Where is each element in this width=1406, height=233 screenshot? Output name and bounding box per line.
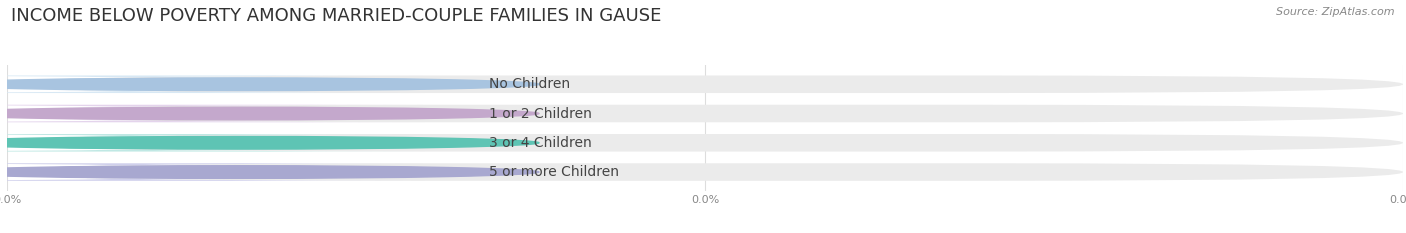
FancyBboxPatch shape bbox=[0, 163, 426, 181]
Text: Source: ZipAtlas.com: Source: ZipAtlas.com bbox=[1277, 7, 1395, 17]
Text: 3 or 4 Children: 3 or 4 Children bbox=[489, 136, 592, 150]
Circle shape bbox=[0, 78, 538, 91]
FancyBboxPatch shape bbox=[7, 163, 1403, 181]
Text: 0.0%: 0.0% bbox=[205, 107, 238, 120]
Circle shape bbox=[0, 166, 538, 178]
FancyBboxPatch shape bbox=[0, 75, 426, 93]
Circle shape bbox=[0, 137, 538, 149]
FancyBboxPatch shape bbox=[7, 75, 1403, 93]
Text: 1 or 2 Children: 1 or 2 Children bbox=[489, 106, 592, 120]
FancyBboxPatch shape bbox=[0, 134, 426, 151]
Text: INCOME BELOW POVERTY AMONG MARRIED-COUPLE FAMILIES IN GAUSE: INCOME BELOW POVERTY AMONG MARRIED-COUPL… bbox=[11, 7, 662, 25]
Text: 5 or more Children: 5 or more Children bbox=[489, 165, 619, 179]
Text: 0.0%: 0.0% bbox=[205, 78, 238, 91]
Text: 0.0%: 0.0% bbox=[205, 136, 238, 149]
Text: No Children: No Children bbox=[489, 77, 569, 91]
FancyBboxPatch shape bbox=[0, 105, 426, 122]
FancyBboxPatch shape bbox=[7, 134, 1403, 151]
FancyBboxPatch shape bbox=[7, 105, 1403, 122]
Text: 0.0%: 0.0% bbox=[205, 165, 238, 178]
Circle shape bbox=[0, 107, 538, 120]
